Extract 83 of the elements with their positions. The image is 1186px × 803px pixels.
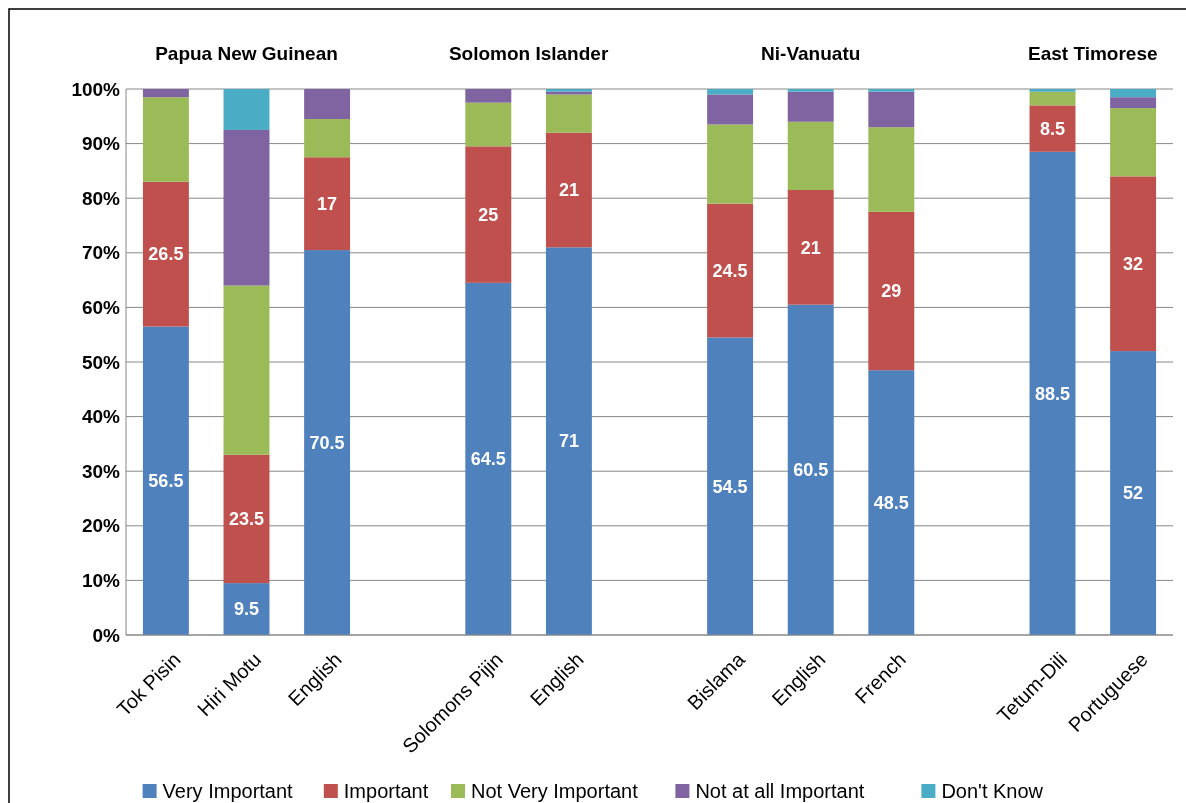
- y-tick-label: 10%: [81, 570, 121, 592]
- bar: [787, 89, 834, 92]
- data-label: 17: [317, 193, 338, 214]
- bar: [1029, 105, 1076, 152]
- bar: [1110, 89, 1157, 98]
- bar: [707, 89, 754, 95]
- bar: [1029, 91, 1076, 106]
- text: Ni-Vanuatu: [761, 43, 861, 64]
- bar: [304, 119, 351, 158]
- bar: [223, 89, 270, 130]
- bar: [868, 370, 915, 635]
- data-label: 23.5: [228, 509, 265, 530]
- data-label: 64.5: [470, 449, 506, 470]
- y-tick-label: 50%: [81, 351, 121, 373]
- legend-label: Don't Know: [941, 780, 1044, 802]
- data-label: 70.5: [309, 432, 345, 453]
- data-label: 29: [881, 281, 902, 302]
- data-label: 26.5: [148, 244, 184, 265]
- data-label: 21: [558, 180, 579, 201]
- bar: [465, 102, 512, 147]
- bar: [1110, 351, 1157, 635]
- bar: [465, 89, 512, 103]
- data-label: 25: [478, 204, 499, 225]
- bar: [707, 124, 754, 204]
- data-label: 21: [800, 237, 821, 258]
- bar: [868, 91, 915, 128]
- bar: [304, 250, 351, 635]
- bar: [787, 190, 834, 305]
- bar: [787, 304, 834, 635]
- bar: [465, 282, 512, 635]
- y-tick-label: 20%: [81, 515, 121, 537]
- data-label: 9.5: [233, 599, 260, 620]
- data-label: 8.5: [1039, 118, 1066, 139]
- bar: [1110, 176, 1157, 352]
- bar: [868, 89, 915, 92]
- text: East Timorese: [1028, 43, 1158, 64]
- bar: [787, 91, 834, 122]
- bar: [223, 285, 270, 455]
- text: Solomon Islander: [448, 43, 609, 64]
- bar: [545, 94, 592, 133]
- y-tick-label: 70%: [81, 242, 121, 264]
- data-label: 56.5: [148, 471, 184, 492]
- y-tick-label: 100%: [71, 78, 121, 100]
- y-tick-label: 30%: [81, 460, 121, 482]
- y-tick-label: 90%: [81, 133, 121, 155]
- data-label: 52: [1123, 483, 1144, 504]
- y-tick-label: 60%: [81, 297, 121, 319]
- y-tick-label: 0%: [92, 624, 121, 646]
- legend-label: Very Important: [162, 780, 294, 802]
- bar: [1110, 97, 1157, 109]
- bar: [1029, 89, 1076, 92]
- data-label: 88.5: [1034, 383, 1071, 404]
- bar: [1029, 151, 1076, 635]
- bar: [465, 146, 512, 283]
- bar: [223, 129, 270, 286]
- text: Papua New Guinean: [155, 43, 338, 64]
- legend-label: Important: [343, 780, 429, 802]
- data-label: 32: [1123, 254, 1144, 275]
- data-label: 60.5: [793, 460, 829, 481]
- y-tick-label: 80%: [81, 187, 121, 209]
- bar: [142, 97, 189, 182]
- bar: [545, 132, 592, 248]
- bar: [868, 211, 915, 371]
- bar: [1110, 108, 1157, 177]
- data-label: 71: [558, 431, 579, 452]
- bar: [545, 247, 592, 635]
- data-label: 24.5: [712, 260, 748, 281]
- bar: [707, 203, 754, 338]
- bar: [142, 89, 189, 98]
- data-label: 54.5: [712, 476, 748, 497]
- legend-label: Not at all Important: [695, 780, 865, 802]
- bar: [787, 121, 834, 191]
- bar: [304, 157, 351, 251]
- bar: [142, 326, 189, 635]
- bar: [707, 337, 754, 635]
- bar: [142, 181, 189, 327]
- bar: [223, 454, 270, 584]
- bar: [304, 89, 351, 120]
- data-label: 48.5: [873, 492, 909, 513]
- y-tick-label: 40%: [81, 406, 121, 428]
- bar: [868, 127, 915, 212]
- legend-label: Not Very Important: [471, 780, 639, 802]
- bar: [707, 94, 754, 125]
